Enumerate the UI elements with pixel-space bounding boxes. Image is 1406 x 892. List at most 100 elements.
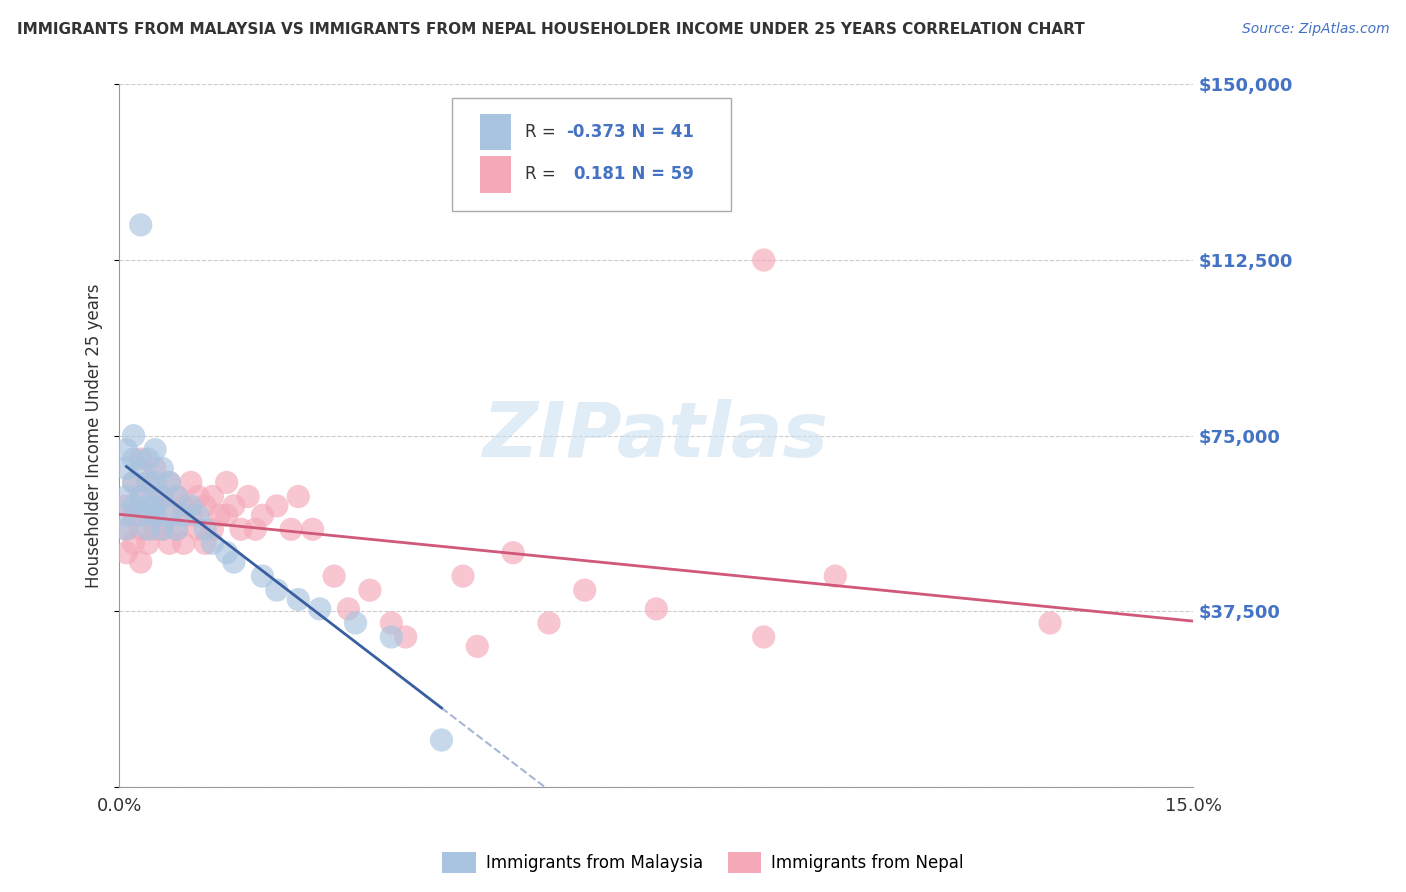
Point: [451, 569, 474, 583]
Point: [166, 522, 188, 536]
Point: [122, 499, 145, 513]
Point: [180, 475, 202, 490]
Point: [143, 499, 166, 513]
Point: [122, 475, 145, 490]
Point: [380, 630, 402, 644]
Point: [136, 508, 159, 523]
Point: [122, 452, 145, 467]
Point: [287, 490, 309, 504]
Point: [280, 522, 302, 536]
Point: [115, 442, 138, 457]
Point: [194, 522, 217, 536]
Point: [115, 490, 138, 504]
Text: R =: R =: [526, 165, 561, 184]
Point: [380, 615, 402, 630]
Point: [129, 490, 152, 504]
Point: [136, 452, 159, 467]
Point: [308, 602, 330, 616]
Point: [129, 490, 152, 504]
Point: [201, 490, 224, 504]
Text: -0.373: -0.373: [567, 123, 626, 141]
Text: R =: R =: [526, 123, 561, 141]
Point: [122, 508, 145, 523]
Point: [430, 733, 453, 747]
Point: [143, 442, 166, 457]
Point: [129, 555, 152, 569]
FancyBboxPatch shape: [481, 156, 512, 193]
Legend: Immigrants from Malaysia, Immigrants from Nepal: Immigrants from Malaysia, Immigrants fro…: [436, 846, 970, 880]
Point: [166, 490, 188, 504]
Point: [201, 536, 224, 550]
Text: 0.181: 0.181: [574, 165, 626, 184]
Point: [395, 630, 418, 644]
Point: [252, 508, 274, 523]
Point: [824, 569, 846, 583]
Text: N = 41: N = 41: [620, 123, 693, 141]
Point: [180, 508, 202, 523]
Point: [157, 536, 180, 550]
Point: [222, 499, 245, 513]
Point: [1039, 615, 1062, 630]
Point: [574, 583, 596, 598]
Point: [337, 602, 360, 616]
Point: [115, 522, 138, 536]
Point: [166, 490, 188, 504]
Point: [465, 640, 488, 654]
Point: [129, 452, 152, 467]
Point: [215, 475, 238, 490]
Point: [323, 569, 346, 583]
Point: [136, 475, 159, 490]
Point: [201, 522, 224, 536]
Point: [245, 522, 267, 536]
Point: [752, 253, 775, 268]
Point: [645, 602, 668, 616]
Point: [136, 475, 159, 490]
Text: N = 59: N = 59: [620, 165, 693, 184]
Point: [173, 536, 195, 550]
Point: [157, 508, 180, 523]
Point: [266, 499, 288, 513]
Text: Source: ZipAtlas.com: Source: ZipAtlas.com: [1241, 22, 1389, 37]
Point: [187, 490, 209, 504]
Point: [115, 461, 138, 475]
Point: [252, 569, 274, 583]
Text: IMMIGRANTS FROM MALAYSIA VS IMMIGRANTS FROM NEPAL HOUSEHOLDER INCOME UNDER 25 YE: IMMIGRANTS FROM MALAYSIA VS IMMIGRANTS F…: [17, 22, 1084, 37]
Point: [180, 499, 202, 513]
Point: [122, 428, 145, 442]
Point: [150, 490, 173, 504]
Point: [187, 522, 209, 536]
Point: [166, 522, 188, 536]
Point: [115, 508, 138, 523]
Text: ZIPatlas: ZIPatlas: [484, 399, 830, 473]
Point: [143, 522, 166, 536]
Point: [136, 536, 159, 550]
Point: [115, 499, 138, 513]
Point: [129, 522, 152, 536]
Point: [115, 546, 138, 560]
Point: [215, 508, 238, 523]
Point: [157, 475, 180, 490]
Point: [359, 583, 381, 598]
Point: [115, 522, 138, 536]
Point: [287, 592, 309, 607]
Point: [157, 475, 180, 490]
Point: [301, 522, 323, 536]
Point: [208, 508, 231, 523]
Point: [752, 630, 775, 644]
Point: [122, 536, 145, 550]
Point: [143, 461, 166, 475]
Point: [194, 536, 217, 550]
Point: [143, 475, 166, 490]
Point: [173, 508, 195, 523]
Point: [150, 461, 173, 475]
FancyBboxPatch shape: [481, 114, 512, 151]
Point: [187, 508, 209, 523]
Point: [222, 555, 245, 569]
Point: [129, 508, 152, 523]
Point: [157, 508, 180, 523]
Point: [129, 218, 152, 232]
Point: [129, 461, 152, 475]
Y-axis label: Householder Income Under 25 years: Householder Income Under 25 years: [86, 284, 103, 588]
Point: [344, 615, 367, 630]
Point: [537, 615, 560, 630]
